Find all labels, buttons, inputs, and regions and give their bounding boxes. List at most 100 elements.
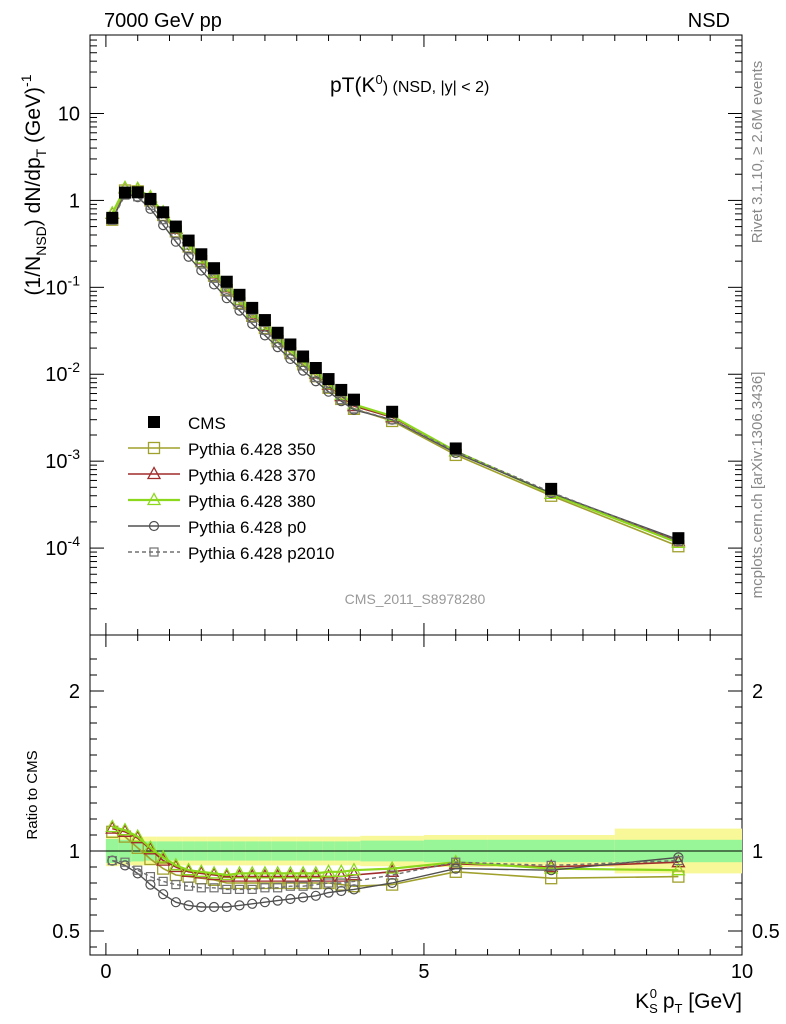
ratio-point-pythia-6-428-380 — [232, 865, 247, 879]
main-point-pythia-6-428-p2010 — [260, 325, 270, 335]
ratio-point-pythia-6-428-p2010 — [133, 865, 143, 875]
legend: CMS Pythia 6.428 350 Pythia 6.428 370 Pythi… — [128, 414, 335, 563]
ratio-point-pythia-6-428-p0 — [323, 887, 334, 898]
main-plot-title: pT(K0) (NSD, |y| < 2) — [330, 72, 489, 97]
ratio-point-pythia-6-428-p2010 — [260, 883, 270, 893]
ratio-point-pythia-6-428-p2010 — [336, 878, 346, 888]
main-point-pythia-6-428-p2010 — [222, 287, 232, 297]
ratio-point-pythia-6-428-370 — [283, 868, 298, 882]
legend-label: CMS — [188, 414, 226, 433]
ratio-point-pythia-6-428-p0 — [170, 897, 181, 908]
legend-marker — [149, 547, 159, 557]
legend-marker — [146, 492, 162, 506]
cms-data-point — [322, 373, 335, 386]
main-line-pythia-6-428-370 — [111, 187, 679, 542]
main-point-pythia-6-428-p0 — [183, 251, 194, 262]
ratio-point-pythia-6-428-350 — [220, 876, 233, 890]
ratio-point-pythia-6-428-p2010 — [323, 878, 334, 888]
cms-data-point — [309, 361, 322, 374]
main-point-pythia-6-428-p0 — [221, 293, 232, 304]
ratio-point-pythia-6-428-p0 — [208, 901, 220, 913]
ratio-point-pythia-6-428-350 — [157, 862, 170, 875]
main-plot-area: 10 1 10-1 10-2 10-3 10-4 — [45, 34, 743, 636]
ratio-point-pythia-6-428-380 — [181, 862, 196, 876]
ratio-point-pythia-6-428-370 — [544, 859, 559, 873]
ratio-point-pythia-6-428-370 — [257, 868, 273, 882]
ratio-point-pythia-6-428-380 — [671, 862, 686, 876]
ratio-point-pythia-6-428-p0 — [183, 900, 194, 911]
ratio-point-pythia-6-428-370 — [143, 841, 158, 855]
ratio-point-pythia-6-428-380 — [334, 863, 349, 877]
ratio-point-pythia-6-428-370 — [245, 868, 260, 882]
ratio-point-pythia-6-428-380 — [105, 819, 120, 833]
ratio-point-pythia-6-428-380 — [219, 867, 234, 881]
ratio-point-pythia-6-428-p0 — [247, 898, 258, 909]
process-label: NSD — [688, 10, 730, 32]
ratio-point-pythia-6-428-p0 — [234, 900, 245, 911]
ratio-y-tick-label-right: 0.5 — [752, 921, 780, 943]
ratio-point-pythia-6-428-p0 — [259, 897, 271, 908]
ratio-plot-area: 0 5 10 0.5 0.5 1 1 2 2 — [52, 635, 780, 983]
cms-data-point — [131, 186, 144, 199]
main-y-tick-label: 10-1 — [45, 272, 80, 299]
ratio-y-axis-label: Ratio to CMS — [24, 750, 41, 839]
ratio-point-pythia-6-428-p2010 — [387, 870, 397, 880]
ratio-point-pythia-6-428-p2010 — [349, 876, 359, 887]
ratio-point-pythia-6-428-p2010 — [158, 876, 168, 887]
ratio-point-pythia-6-428-370 — [346, 867, 362, 881]
ratio-point-pythia-6-428-p0 — [221, 901, 232, 913]
ratio-point-pythia-6-428-380 — [245, 865, 260, 879]
x-tick-label: 5 — [418, 961, 429, 983]
ratio-line-pythia-6-428-p0 — [112, 856, 679, 908]
ratio-point-pythia-6-428-380 — [283, 865, 298, 879]
cms-data-point — [144, 192, 157, 205]
main-y-tick-label: 10-2 — [45, 359, 80, 386]
ratio-point-pythia-6-428-p2010 — [196, 883, 206, 893]
ratio-point-pythia-6-428-p2010 — [183, 881, 194, 891]
ratio-point-pythia-6-428-380 — [385, 860, 400, 874]
ratio-point-pythia-6-428-380 — [156, 849, 171, 863]
ratio-point-pythia-6-428-p2010 — [311, 879, 321, 890]
ratio-point-pythia-6-428-370 — [321, 868, 336, 882]
ratio-point-pythia-6-428-380 — [346, 862, 362, 876]
ratio-point-pythia-6-428-p2010 — [673, 855, 683, 866]
cms-data-point — [169, 220, 182, 233]
ratio-point-pythia-6-428-p2010 — [247, 884, 257, 895]
ratio-point-pythia-6-428-p2010 — [298, 881, 308, 891]
legend-marker — [146, 466, 162, 480]
ratio-point-pythia-6-428-370 — [130, 830, 145, 844]
cms-data-point — [195, 248, 208, 261]
ratio-point-pythia-6-428-380 — [257, 865, 273, 879]
cms-data-point — [271, 326, 284, 339]
ratio-y-tick-label: 2 — [69, 681, 80, 703]
main-y-tick-label: 1 — [69, 190, 80, 212]
main-point-pythia-6-428-p0 — [208, 279, 220, 290]
main-line-pythia-6-428-p2010 — [111, 194, 679, 542]
ratio-point-pythia-6-428-380 — [544, 860, 559, 874]
ratio-point-pythia-6-428-p0 — [546, 865, 557, 876]
cms-data-point — [545, 482, 558, 495]
x-axis-label: KS0 pT [GeV] — [635, 986, 742, 1016]
x-tick-label: 0 — [100, 961, 111, 983]
ratio-line-pythia-6-428-p2010 — [112, 859, 679, 891]
ratio-point-pythia-6-428-p2010 — [546, 860, 556, 871]
ratio-point-pythia-6-428-p0 — [310, 890, 321, 901]
analysis-watermark: CMS_2011_S8978280 — [345, 591, 486, 607]
main-line-pythia-6-428-p0 — [111, 192, 679, 541]
mcplots-label: mcplots.cern.ch [arXiv:1306.3436] — [749, 372, 766, 599]
ratio-point-pythia-6-428-370 — [232, 868, 247, 882]
cms-data-point — [284, 338, 297, 351]
ratio-point-pythia-6-428-p0 — [196, 901, 207, 913]
cms-data-point — [118, 186, 131, 199]
ratio-point-pythia-6-428-p2010 — [285, 881, 295, 891]
ratio-point-pythia-6-428-350 — [672, 870, 685, 883]
ratio-point-pythia-6-428-p0 — [297, 892, 309, 903]
cms-data-point — [106, 211, 119, 224]
legend-label: Pythia 6.428 380 — [188, 492, 316, 511]
main-point-pythia-6-428-p0 — [158, 219, 169, 231]
legend-label: Pythia 6.428 p0 — [188, 518, 306, 537]
energy-label: 7000 GeV pp — [104, 10, 222, 32]
rivet-version-label: Rivet 3.1.10, ≥ 2.6M events — [749, 61, 766, 244]
ratio-point-pythia-6-428-380 — [270, 865, 285, 879]
cms-data-point — [233, 288, 246, 301]
